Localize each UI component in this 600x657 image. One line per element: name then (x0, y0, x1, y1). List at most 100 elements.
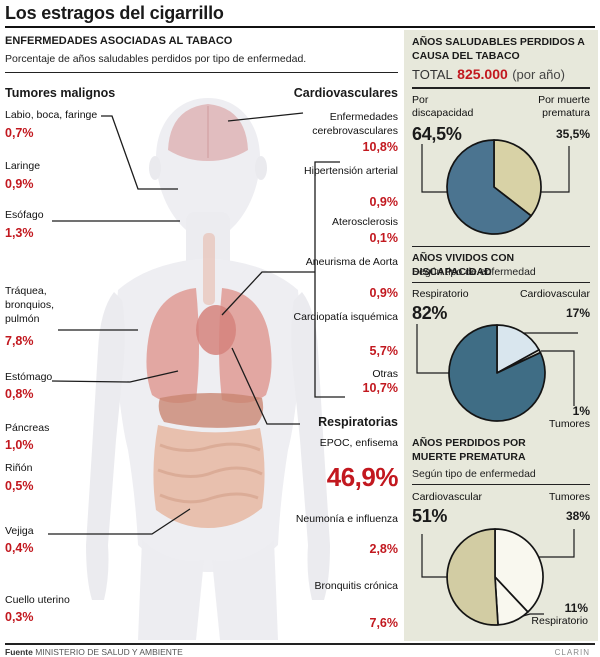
total-value: 825.000 (457, 66, 508, 82)
chart2-pie (416, 324, 578, 422)
sidebar-rule (412, 246, 590, 247)
line-estomago (51, 370, 179, 383)
chart2-small-pct: 1% (572, 404, 590, 418)
heart-illustration (196, 305, 236, 355)
footer-rule (5, 643, 595, 645)
pie-slice-cardiovascular (446, 528, 499, 626)
total-label: TOTAL (412, 67, 453, 82)
section-heading: ENFERMEDADES ASOCIADAS AL TABACO (5, 35, 233, 47)
sidebar-rule (412, 282, 590, 283)
line-cerebro (227, 112, 304, 122)
tumor-value: 0,8% (5, 387, 34, 401)
chart3-title: AÑOS PERDIDOS POR MUERTE PREMATURA (412, 437, 526, 463)
line-heart (221, 271, 315, 316)
cardio-value: 0,9% (369, 195, 399, 209)
chart2-small-legend: Tumores (548, 418, 590, 430)
sidebar-rule (412, 87, 590, 89)
tumor-value: 0,5% (5, 479, 34, 493)
credit-text: CLARIN (554, 648, 590, 657)
tumor-value: 0,3% (5, 610, 34, 624)
cardio-value: 0,9% (369, 286, 399, 300)
chart3-right-pct: 38% (565, 509, 590, 523)
chart2-subtitle: Según tipo de enfermedad (412, 266, 536, 278)
chart1-left-pct: 64,5% (412, 124, 462, 144)
line-labio (101, 115, 178, 190)
main-rule (5, 72, 398, 73)
source-label: Fuente (5, 647, 33, 657)
tumor-label: Cuello uterino (5, 594, 70, 606)
tumor-label: Esófago (5, 209, 44, 221)
pie-slice-respiratorio (448, 324, 546, 422)
chart3-left-pct: 51% (412, 506, 448, 526)
cardio-value: 0,1% (369, 231, 399, 245)
chart1-title: AÑOS SALUDABLES PERDIDOS A CAUSA DEL TAB… (412, 36, 585, 62)
line-vejiga (48, 508, 191, 535)
resp-label: Bronquitis crónica (314, 580, 398, 592)
chart2-right-pct: 17% (565, 306, 590, 320)
cardio-label: Aterosclerosis (332, 216, 398, 228)
tumor-value: 7,8% (5, 334, 34, 348)
chart2-leaders (416, 324, 578, 406)
total-note: (por año) (512, 67, 565, 82)
chart3-right-legend: Tumores (548, 491, 590, 503)
cardio-value: 10,8% (362, 140, 398, 154)
cardio-label: Otras (372, 368, 398, 380)
pie-slices (446, 528, 544, 626)
tumor-label: Labio, boca, faringe (5, 109, 98, 121)
resp-value: 7,6% (369, 616, 399, 630)
cardio-label: Cardiopatía isquémica (293, 311, 398, 323)
organs (146, 104, 272, 528)
chart3-pie (421, 528, 575, 626)
chart1-right-legend: Por muerte prematura (538, 94, 590, 119)
cardio-label: Aneurisma de Aorta (305, 256, 398, 268)
cardio-label: Enfermedades cerebrovasculares (312, 111, 398, 137)
resp-value: 2,8% (369, 542, 399, 556)
resp-label: EPOC, enfisema (319, 437, 398, 449)
cardio-label: Hipertensión arterial (304, 165, 398, 177)
resp-value-epoc: 46,9% (326, 462, 399, 492)
pie-slices (448, 324, 546, 422)
tumor-value: 0,9% (5, 177, 34, 191)
tumor-label: Laringe (5, 160, 41, 172)
page-title: Los estragos del cigarrillo (5, 3, 224, 23)
tumor-label: Tráquea, bronquios, pulmón (5, 285, 55, 325)
chart1-right-pct: 35,5% (555, 127, 590, 141)
sidebar-panel: AÑOS SALUDABLES PERDIDOS A CAUSA DEL TAB… (404, 30, 598, 641)
chart3-left-legend: Cardiovascular (412, 491, 483, 503)
pie-slice-por-discapacidad (446, 139, 532, 235)
tumor-value: 1,3% (5, 226, 34, 240)
trachea-illustration (203, 233, 215, 305)
pie-slices (446, 139, 542, 235)
group-tumores-heading: Tumores malignos (5, 86, 116, 100)
chart1-left-legend: Por discapacidad (412, 94, 474, 119)
title-rule (5, 26, 595, 28)
line-respiratorias (231, 347, 300, 425)
chart1-leaders (421, 144, 570, 193)
group-respiratorias-heading: Respiratorias (318, 415, 398, 429)
section-subheading: Porcentaje de años saludables perdidos p… (5, 53, 307, 65)
tumor-label: Estómago (5, 371, 53, 383)
tumor-label: Riñón (5, 462, 33, 474)
tumor-value: 0,7% (5, 126, 34, 140)
tumor-value: 0,4% (5, 541, 34, 555)
chart2-left-pct: 82% (412, 303, 448, 323)
pie-slice-tumores (494, 528, 544, 613)
chart2-title: AÑOS VIVIDOS CON DISCAPACIDAD (412, 252, 515, 278)
cardio-value: 10,7% (362, 381, 398, 395)
chart3-subtitle: Según tipo de enfermedad (412, 468, 536, 480)
liver-illustration (158, 393, 264, 428)
chart3-small-pct: 11% (564, 601, 588, 615)
sidebar-rule (412, 484, 590, 485)
pie-slice-cardiovascular (496, 324, 540, 374)
connector-lines (48, 112, 345, 535)
chart1-pie (421, 139, 570, 235)
tumor-label: Páncreas (5, 422, 50, 434)
chart3-small-legend: Respiratorio (531, 615, 588, 627)
pie-slice-por-muerte-prematura (493, 139, 542, 217)
source-text: MINISTERIO DE SALUD Y AMBIENTE (35, 647, 183, 657)
chart2-right-legend: Cardiovascular (519, 288, 590, 300)
cardio-value: 5,7% (369, 344, 399, 358)
tumor-value: 1,0% (5, 438, 34, 452)
resp-label: Neumonía e influenza (295, 513, 398, 525)
